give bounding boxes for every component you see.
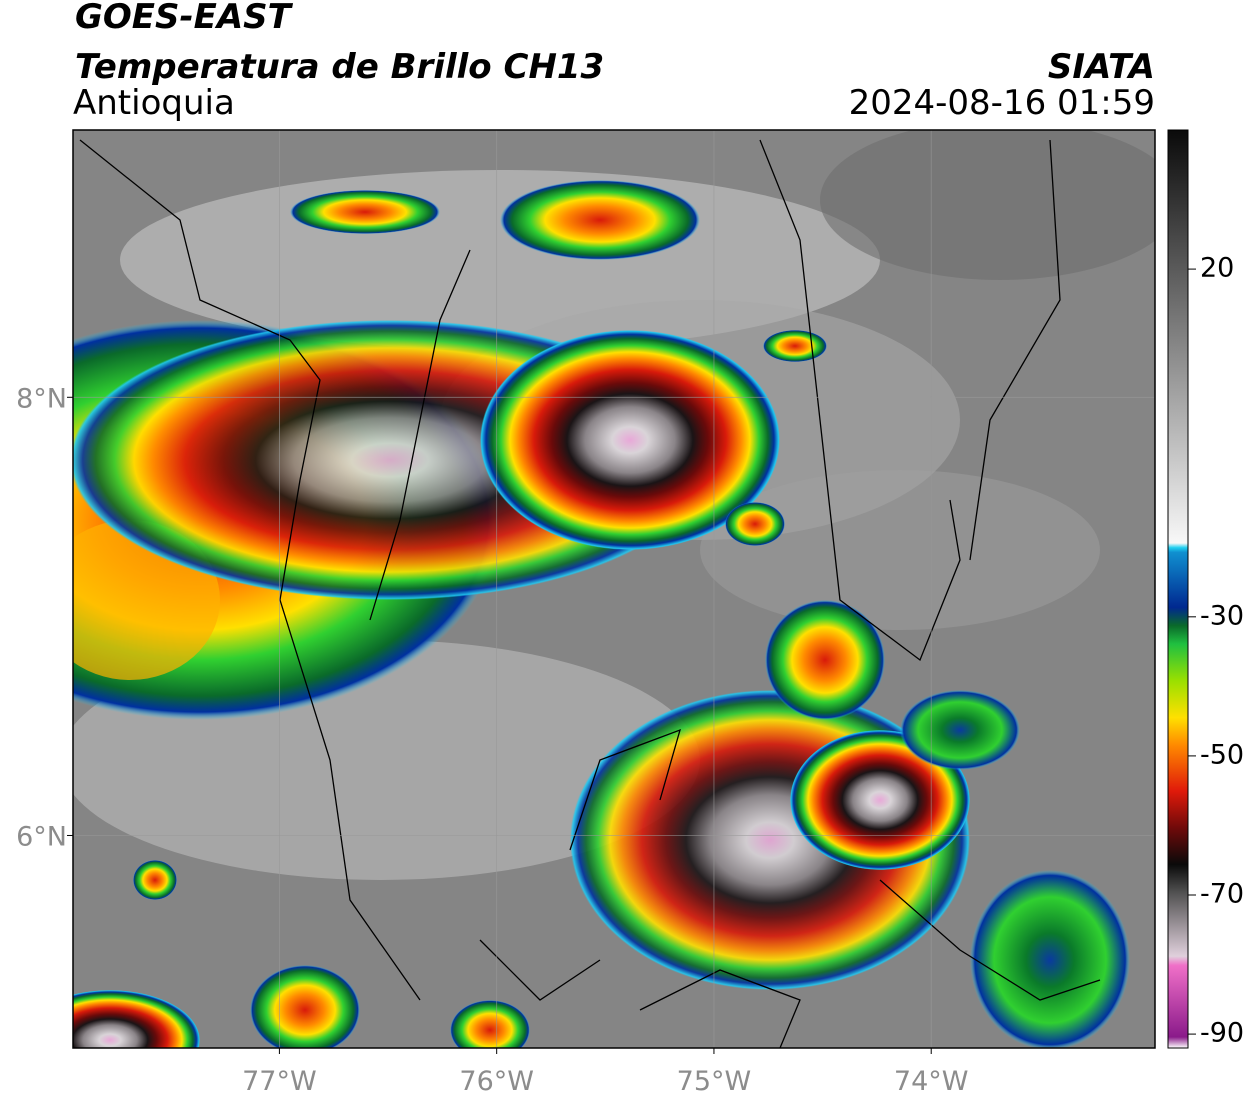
- colorbar-label: -70: [1200, 879, 1244, 910]
- y-tick-label: 8°N: [16, 383, 67, 414]
- satellite-title: GOES-EAST: [75, 0, 294, 37]
- graticule: [73, 130, 1155, 1048]
- y-tick-label: 6°N: [16, 821, 67, 852]
- colorbar-label: -30: [1200, 600, 1244, 631]
- colorbar: [1167, 129, 1189, 1049]
- x-tick-label: 77°W: [242, 1066, 317, 1097]
- colorbar-label: -50: [1200, 739, 1244, 770]
- x-tick-label: 74°W: [894, 1066, 969, 1097]
- datetime: 2024-08-16 01:59: [849, 83, 1155, 123]
- colorbar-label: -90: [1200, 1018, 1244, 1049]
- map-frame: [72, 129, 1156, 1049]
- colorbar-label: 20: [1200, 253, 1234, 284]
- x-tick-label: 75°W: [677, 1066, 752, 1097]
- region: Antioquia: [73, 83, 235, 123]
- x-tick-label: 76°W: [459, 1066, 534, 1097]
- product-title: Temperatura de Brillo CH13: [75, 47, 604, 87]
- agency: SIATA: [1048, 47, 1155, 87]
- satellite-image: [73, 130, 1155, 1048]
